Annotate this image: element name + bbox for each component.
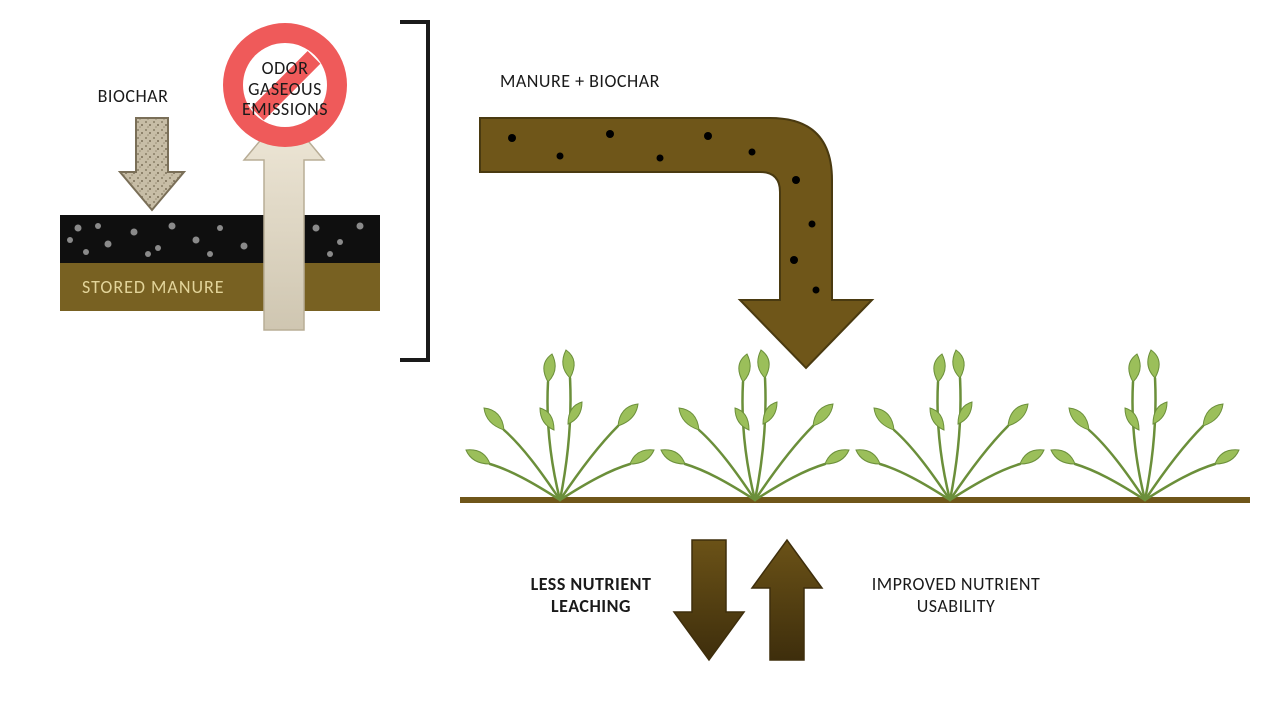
odor-line1: ODOR <box>210 58 360 79</box>
nutrient-up-arrow <box>752 540 822 660</box>
improved-1: IMPROVED NUTRIENT <box>846 574 1066 596</box>
improved-nutrient-label: IMPROVED NUTRIENT USABILITY <box>846 574 1066 617</box>
odor-label: ODOR GASEOUS EMISSIONS <box>210 58 360 120</box>
nutrient-down-arrow <box>674 540 744 660</box>
less-nutrient-label: LESS NUTRIENT LEACHING <box>506 574 676 617</box>
less-nutrient-1: LESS NUTRIENT <box>506 574 676 596</box>
biochar-arrow-down <box>120 118 184 210</box>
plants <box>466 350 1239 500</box>
odor-line2: GASEOUS EMISSIONS <box>210 79 360 120</box>
manure-biochar-label: MANURE + BIOCHAR <box>500 70 760 92</box>
improved-2: USABILITY <box>846 596 1066 618</box>
less-nutrient-2: LEACHING <box>506 596 676 618</box>
soil-line <box>460 497 1250 503</box>
stored-manure-label: STORED MANURE <box>82 276 225 298</box>
biochar-label: BIOCHAR <box>78 85 188 107</box>
flow-arrow <box>480 118 872 368</box>
bracket <box>400 22 428 360</box>
